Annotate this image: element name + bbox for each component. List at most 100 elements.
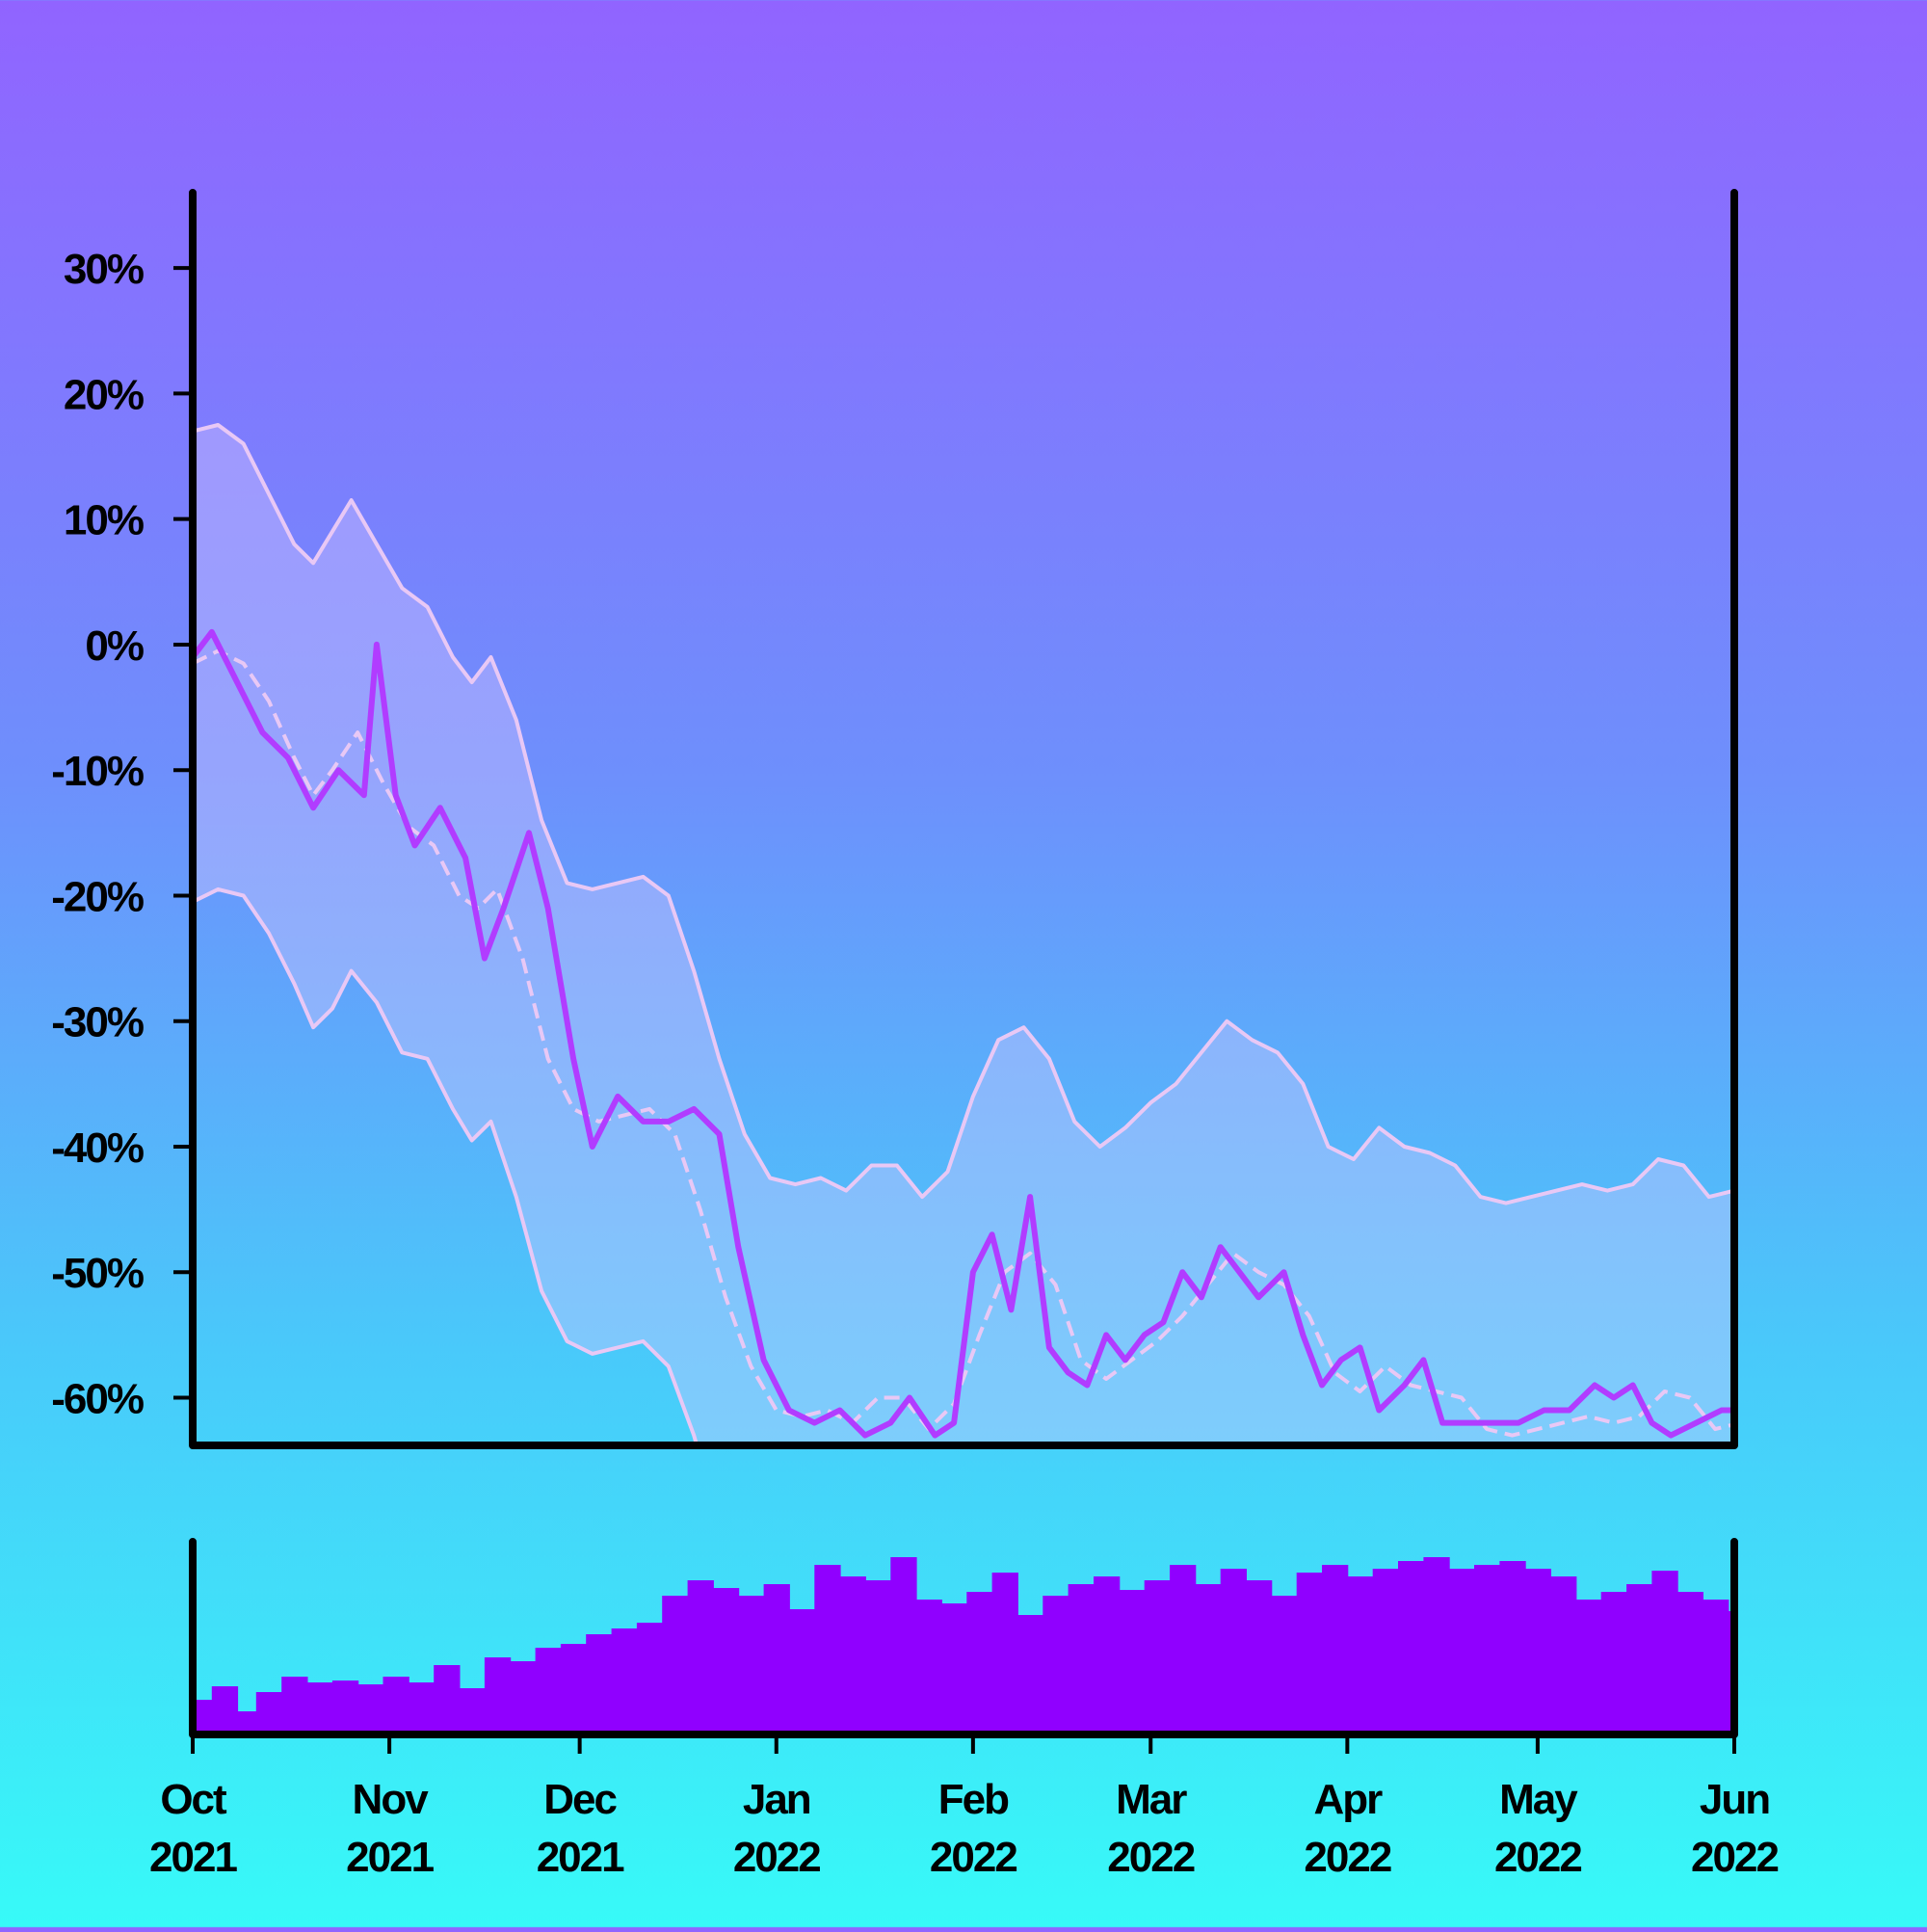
volume-bar [1119, 1590, 1146, 1734]
volume-bar [357, 1684, 384, 1734]
y-tick-label: -30% [51, 999, 144, 1046]
volume-axes [189, 1538, 1738, 1738]
y-tick-label: 0% [85, 622, 143, 670]
x-tick-label-year: 2022 [1304, 1834, 1390, 1881]
x-tick-label-month: Oct [160, 1776, 227, 1823]
volume-bar [1779, 1619, 1805, 1734]
volume-bar [814, 1565, 841, 1734]
volume-bar [1398, 1561, 1425, 1734]
volume-layer [193, 1557, 1927, 1734]
volume-bar [1448, 1569, 1475, 1734]
volume-bar [839, 1576, 866, 1734]
y-tick-label: 20% [64, 371, 144, 418]
volume-bar [966, 1592, 993, 1734]
volume-bar [1880, 1619, 1906, 1734]
band-middle-line [193, 648, 1734, 1438]
band-lower-line [193, 887, 700, 1445]
volume-bar [890, 1557, 917, 1734]
volume-bar [1094, 1576, 1121, 1734]
y-tick-label: -10% [51, 748, 144, 795]
x-tick-label-year: 2022 [1494, 1834, 1581, 1881]
volume-bar [484, 1657, 512, 1734]
x-tick-label-year: 2022 [1107, 1834, 1194, 1881]
volume-bar [408, 1682, 436, 1734]
volume-bar [281, 1677, 308, 1734]
volume-bar [255, 1692, 283, 1734]
volume-bar [788, 1609, 816, 1734]
volume-bar [1626, 1584, 1653, 1734]
volume-bar [763, 1584, 790, 1734]
volume-bar [586, 1634, 613, 1734]
volume-bar [535, 1648, 562, 1734]
band-fill [193, 425, 1734, 1445]
y-tick-label: -40% [51, 1125, 144, 1172]
volume-bar [1575, 1600, 1602, 1734]
volume-bar [510, 1661, 537, 1734]
volume-bar [687, 1580, 714, 1734]
volume-bar [915, 1600, 942, 1734]
x-tick-label-month: Feb [938, 1776, 1009, 1823]
volume-bar [1524, 1569, 1551, 1734]
volume-bar [1195, 1584, 1222, 1734]
volume-bar [1043, 1596, 1069, 1734]
x-tick-label-year: 2021 [537, 1834, 624, 1881]
volume-bar [1651, 1571, 1678, 1734]
axis-layer [189, 189, 1738, 1738]
x-tick-label-month: Apr [1313, 1776, 1383, 1823]
y-tick-label: 10% [64, 497, 144, 544]
x-tick-label-year: 2021 [346, 1834, 434, 1881]
x-tick-label-year: 2022 [930, 1834, 1016, 1881]
volume-bar [1754, 1623, 1780, 1734]
volume-bar [1296, 1573, 1323, 1734]
volume-bar [1372, 1569, 1399, 1734]
volume-bar [712, 1588, 740, 1734]
bollinger-band-layer [193, 423, 1734, 1445]
volume-bar [1906, 1603, 1927, 1734]
y-tick-label: -50% [51, 1250, 144, 1297]
volume-bar [1347, 1576, 1374, 1734]
volume-bar [459, 1688, 486, 1734]
y-tick-label: -20% [51, 873, 144, 920]
volume-bar [383, 1677, 409, 1734]
x-tick-label-month: Mar [1116, 1776, 1187, 1823]
x-axis-ticks: Oct 2021 Nov 2021 Dec 2021 Jan 2022 Feb 2022 Mar 20… [149, 1734, 1780, 1881]
volume-bar [991, 1573, 1018, 1734]
volume-bar [1830, 1607, 1856, 1734]
volume-bar [1220, 1569, 1247, 1734]
volume-bar [1550, 1576, 1577, 1734]
x-tick-label-month: Jan [743, 1776, 810, 1823]
volume-bar [1246, 1580, 1273, 1734]
volume-bar [1170, 1565, 1197, 1734]
x-tick-label-month: Dec [543, 1776, 617, 1823]
price-line [193, 628, 1734, 1439]
volume-bar [1474, 1565, 1501, 1734]
volume-bar [1703, 1600, 1729, 1734]
volume-bar [636, 1623, 664, 1734]
volume-bar [434, 1665, 461, 1734]
volume-bar [662, 1596, 689, 1734]
y-tick-label: -60% [51, 1376, 144, 1423]
volume-bar [1068, 1584, 1095, 1734]
x-tick-label-year: 2022 [1691, 1834, 1778, 1881]
volume-bar [611, 1628, 638, 1734]
volume-bar [1322, 1565, 1349, 1734]
volume-bar [306, 1682, 333, 1734]
x-tick-label-month: May [1499, 1776, 1578, 1823]
y-tick-label: 30% [64, 246, 144, 293]
volume-bar [738, 1596, 765, 1734]
price-layer [193, 628, 1734, 1439]
x-tick-label-year: 2021 [149, 1834, 237, 1881]
volume-bar [1144, 1580, 1171, 1734]
volume-bar [1271, 1596, 1298, 1734]
volume-bar [1423, 1557, 1450, 1734]
x-tick-label-month: Jun [1700, 1776, 1769, 1823]
main-axes [189, 189, 1738, 1449]
volume-bar [1600, 1592, 1627, 1734]
x-tick-label-year: 2022 [733, 1834, 820, 1881]
x-tick-label-month: Nov [353, 1776, 430, 1823]
y-axis-ticks: 30% 20% 10% 0% -10% -20% -30% -40% -50% -60% [51, 246, 193, 1423]
band-upper-line [193, 423, 1734, 1205]
volume-bar [1804, 1615, 1830, 1734]
